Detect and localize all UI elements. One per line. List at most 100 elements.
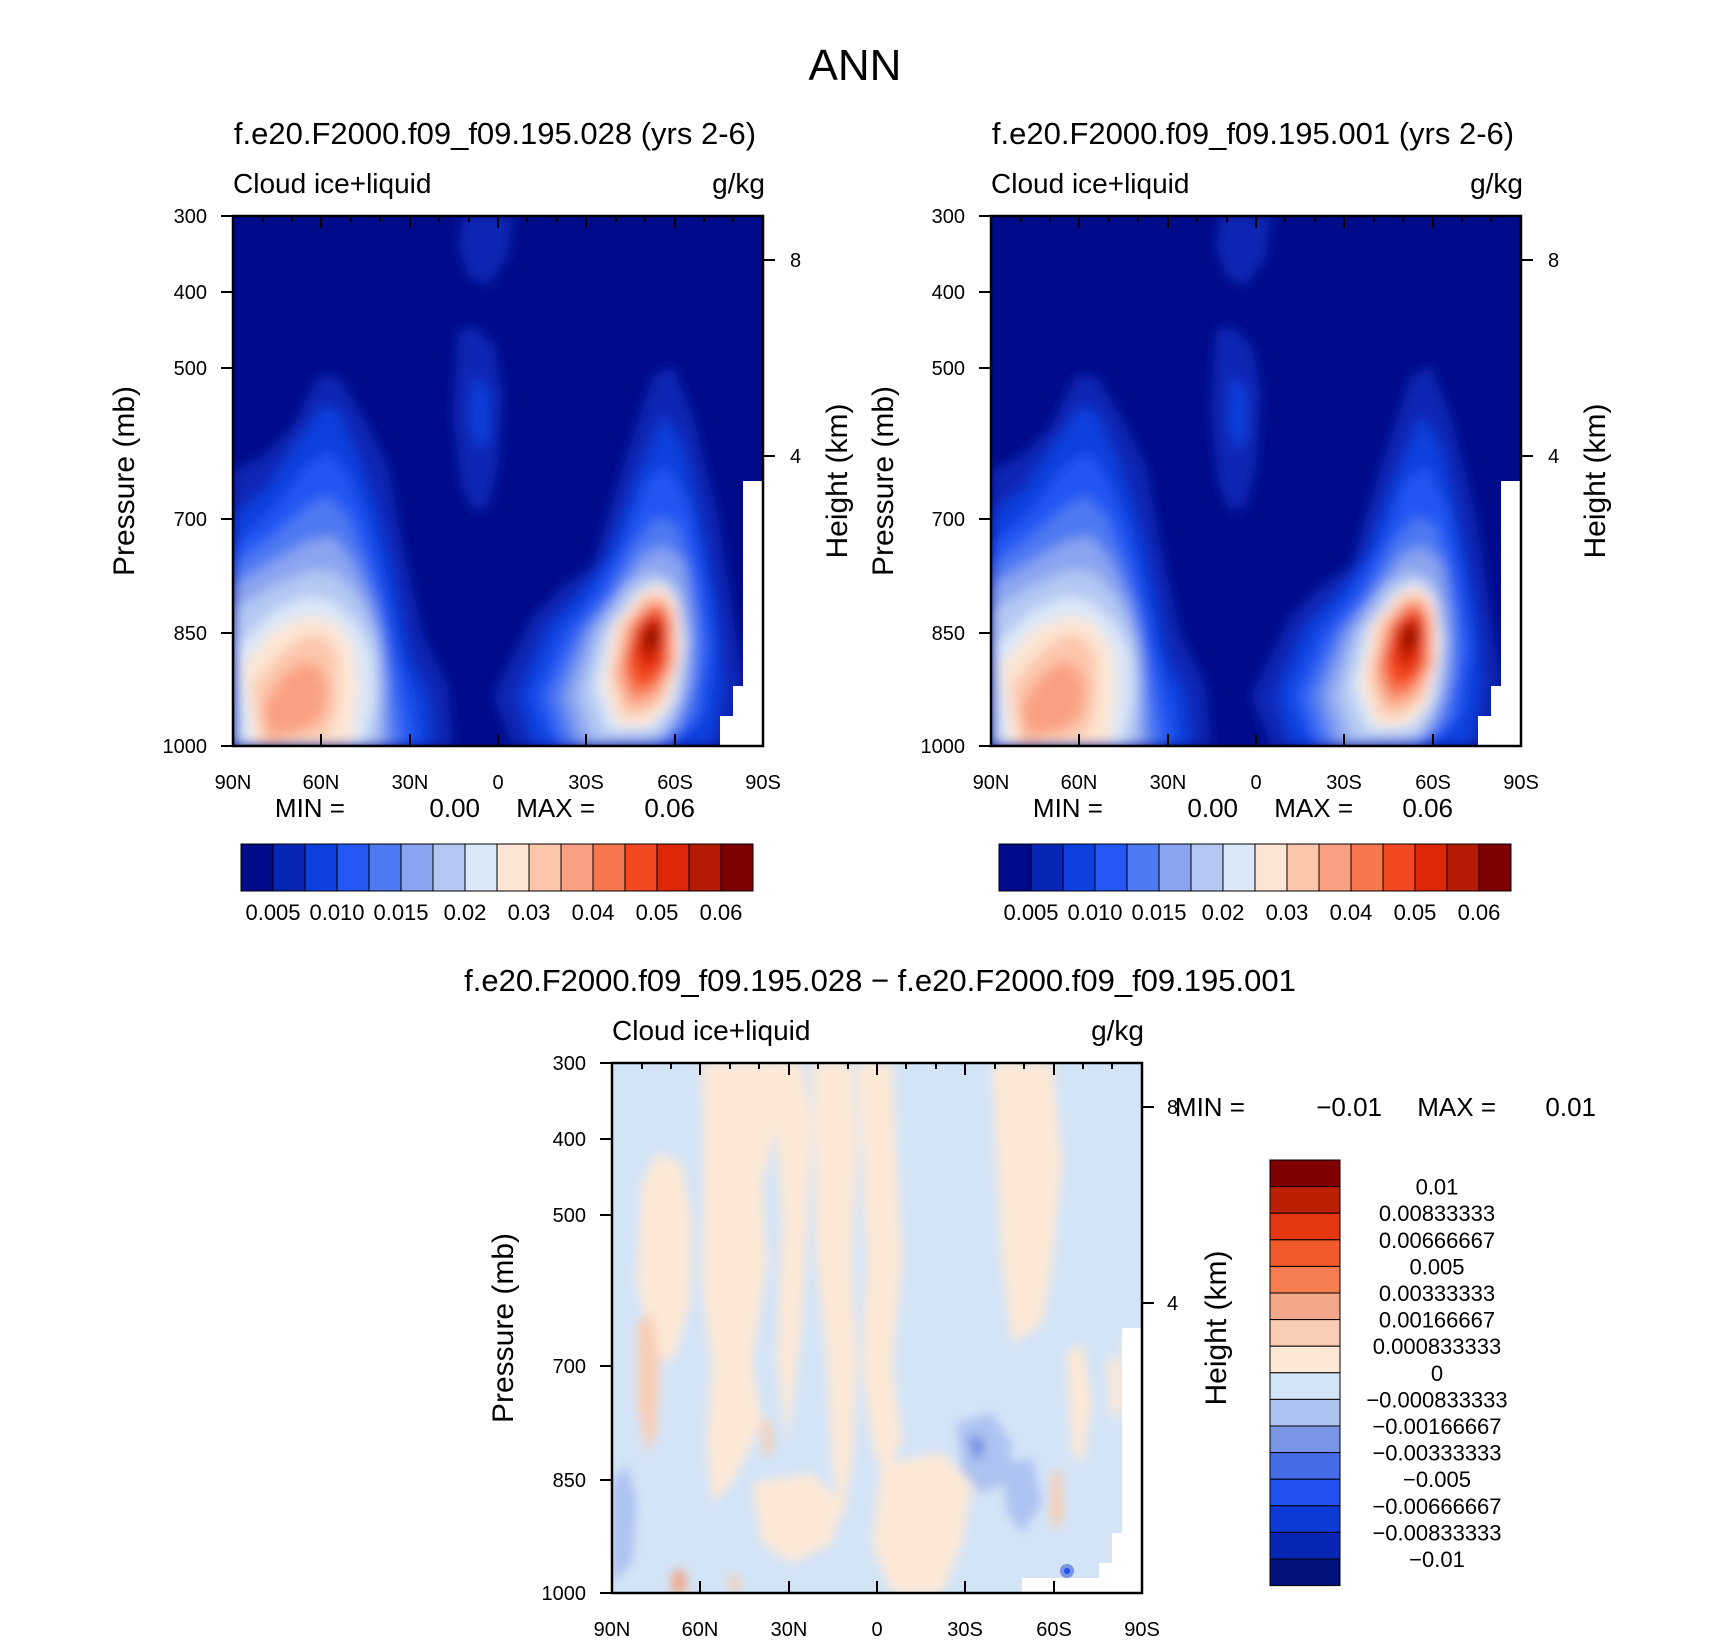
panel-title: f.e20.F2000.f09_f09.195.028 (yrs 2-6) xyxy=(234,116,756,151)
colorbar-label: 0.000833333 xyxy=(1373,1334,1501,1359)
y-tick-label: 500 xyxy=(174,358,207,380)
min-value: 0.00 xyxy=(429,793,480,823)
min-label: MIN = xyxy=(1033,793,1103,823)
y-tick-label: 400 xyxy=(174,282,207,304)
colorbar-label: −0.00166667 xyxy=(1372,1414,1501,1439)
colorbar-swatch xyxy=(400,843,434,892)
colorbar-label: −0.00666667 xyxy=(1372,1494,1501,1519)
colorbar-label: −0.00333333 xyxy=(1372,1441,1501,1466)
x-tick-label: 30N xyxy=(771,1619,808,1636)
y-tick-label: 500 xyxy=(553,1205,586,1227)
y-axis-label: Pressure (mb) xyxy=(487,1233,520,1423)
units-label: g/kg xyxy=(1091,1015,1144,1046)
contour-level-neg4 xyxy=(1064,1568,1070,1574)
x-tick-label: 90S xyxy=(745,772,781,794)
contour-level-pos1 xyxy=(772,1063,812,1443)
contour-level-10 xyxy=(263,661,328,736)
y-right-axis-label: Height (km) xyxy=(1200,1250,1233,1405)
colorbar-swatch xyxy=(432,843,466,892)
min-label: MIN = xyxy=(1175,1092,1245,1122)
colorbar-swatch xyxy=(1269,1159,1341,1188)
colorbar-swatch xyxy=(1269,1345,1341,1374)
contour-level-15 xyxy=(1406,628,1416,646)
plot-area xyxy=(612,1063,1142,1593)
colorbar-swatch xyxy=(1269,1425,1341,1454)
contour-level-pos2 xyxy=(1050,1468,1064,1533)
contour-level-pos1 xyxy=(812,1063,857,1523)
x-tick-label: 30N xyxy=(392,772,429,794)
x-tick-label: 90N xyxy=(594,1619,631,1636)
y-tick-label: 700 xyxy=(932,509,965,531)
max-value: 0.06 xyxy=(1402,793,1453,823)
x-tick-label: 60S xyxy=(1036,1619,1072,1636)
x-tick-label: 30S xyxy=(947,1619,983,1636)
colorbar-label: 0.03 xyxy=(508,900,551,925)
colorbar-swatch xyxy=(1269,1558,1341,1587)
colorbar-label: 0.03 xyxy=(1266,900,1309,925)
contour-level-pos1 xyxy=(1107,1353,1124,1423)
colorbar-swatch xyxy=(1269,1239,1341,1267)
missing-data-mask xyxy=(720,481,763,746)
y-right-tick-label: 4 xyxy=(1167,1293,1178,1315)
x-tick-label: 60S xyxy=(657,772,693,794)
max-label: MAX = xyxy=(1417,1092,1496,1122)
colorbar-label: 0.02 xyxy=(1202,900,1245,925)
colorbar-swatch xyxy=(368,843,402,892)
colorbar-swatch xyxy=(656,843,690,892)
max-label: MAX = xyxy=(516,793,595,823)
colorbar-swatch xyxy=(1222,843,1256,892)
variable-label: Cloud ice+liquid xyxy=(991,168,1189,199)
colorbar-label: 0.015 xyxy=(373,900,428,925)
colorbar-label: 0.06 xyxy=(1458,900,1501,925)
colorbar-label: 0.06 xyxy=(700,900,743,925)
colorbar: 0.005 0.010 0.015 0.02 0.03 0.04 0.05 0.06 xyxy=(998,843,1512,925)
colorbar-swatch xyxy=(1269,1478,1341,1507)
x-tick-label: 60N xyxy=(1061,772,1098,794)
colorbar-swatch xyxy=(1269,1505,1341,1533)
contour-level-2 xyxy=(471,376,489,451)
colorbar-label: 0.05 xyxy=(636,900,679,925)
x-tick-label: 90N xyxy=(973,772,1010,794)
max-label: MAX = xyxy=(1274,793,1353,823)
contour-level-15 xyxy=(648,628,658,646)
contour-level-pos2 xyxy=(762,1418,774,1458)
contour-level-pos3 xyxy=(672,1568,687,1593)
y-axis-label: Pressure (mb) xyxy=(867,386,900,576)
max-value: 0.01 xyxy=(1545,1092,1596,1122)
contour-level-pos1 xyxy=(752,1473,842,1563)
units-label: g/kg xyxy=(712,168,765,199)
colorbar-swatch xyxy=(464,843,498,892)
colorbar-swatch xyxy=(496,843,530,892)
x-tick-label: 30N xyxy=(1150,772,1187,794)
y-right-axis-label: Height (km) xyxy=(821,403,854,558)
y-right-tick-label: 8 xyxy=(1548,250,1559,272)
colorbar-swatch xyxy=(1269,1372,1341,1400)
colorbar-label: 0.02 xyxy=(444,900,487,925)
colorbar-label: 0.015 xyxy=(1131,900,1186,925)
contour-level-neg3 xyxy=(967,1435,986,1461)
colorbar-label: 0.010 xyxy=(309,900,364,925)
min-value: 0.00 xyxy=(1187,793,1238,823)
y-tick-label: 400 xyxy=(553,1129,586,1151)
x-tick-label: 0 xyxy=(1250,772,1261,794)
colorbar-label: 0.00666667 xyxy=(1379,1228,1495,1253)
colorbar-label: 0.00166667 xyxy=(1379,1308,1495,1333)
colorbar-label: −0.00833333 xyxy=(1372,1520,1501,1545)
colorbar-swatch xyxy=(720,843,754,892)
y-tick-label: 850 xyxy=(932,623,965,645)
colorbar-label: 0.005 xyxy=(245,900,300,925)
x-tick-label: 90S xyxy=(1503,772,1539,794)
contour-level-pos1 xyxy=(857,1063,902,1473)
colorbar-swatch xyxy=(1382,843,1416,892)
min-value: −0.01 xyxy=(1316,1092,1382,1122)
colorbar-swatch xyxy=(1190,843,1224,892)
contour-level-pos2 xyxy=(730,1573,740,1593)
x-tick-label: 60S xyxy=(1415,772,1451,794)
panel-title: f.e20.F2000.f09_f09.195.028 − f.e20.F200… xyxy=(464,963,1296,998)
y-right-tick-label: 4 xyxy=(1548,446,1559,468)
colorbar-swatch xyxy=(1030,843,1064,892)
colorbar: 0.010.008333330.006666670.0050.003333330… xyxy=(1269,1159,1508,1587)
colorbar-label: 0.01 xyxy=(1416,1175,1459,1200)
colorbar-label: 0 xyxy=(1431,1361,1443,1386)
